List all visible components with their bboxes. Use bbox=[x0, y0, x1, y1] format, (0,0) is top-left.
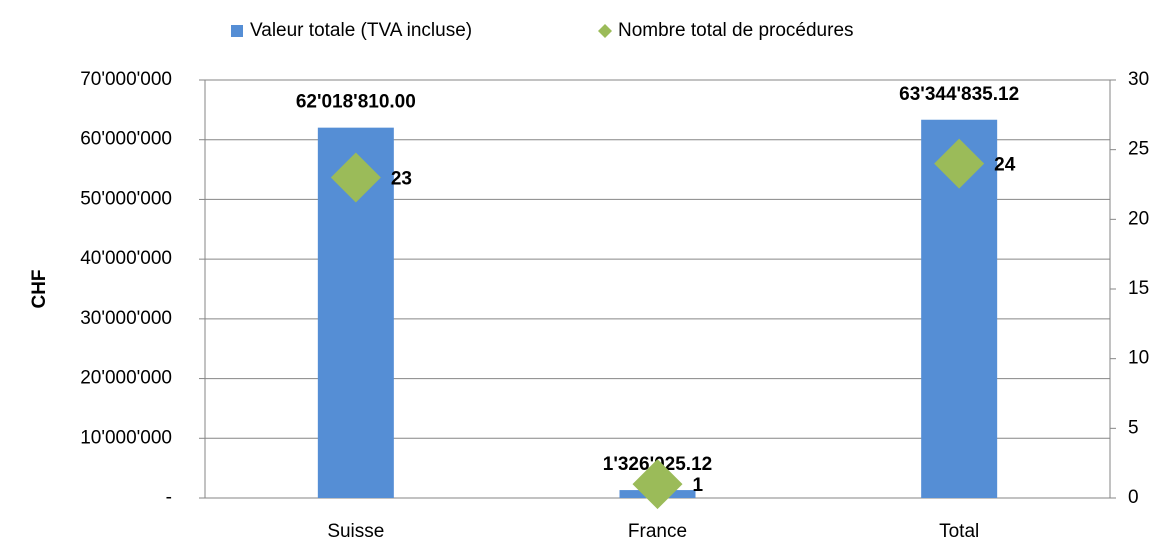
y2-tick-label: 0 bbox=[1128, 487, 1139, 508]
y-tick-label: 70'000'000 bbox=[80, 69, 172, 90]
x-tick-label: Total bbox=[939, 521, 979, 542]
legend-label: Nombre total de procédures bbox=[618, 20, 854, 41]
data-label: 63'344'835.12 bbox=[899, 84, 1019, 105]
x-tick-label: France bbox=[628, 521, 687, 542]
y-tick-label: 20'000'000 bbox=[80, 368, 172, 389]
data-label: 24 bbox=[994, 155, 1016, 176]
point bbox=[330, 152, 381, 203]
x-tick-label: Suisse bbox=[327, 521, 384, 542]
point bbox=[934, 138, 985, 189]
data-label: 1 bbox=[693, 475, 704, 496]
y2-tick-label: 5 bbox=[1128, 417, 1139, 438]
legend-marker bbox=[598, 24, 612, 38]
legend-marker bbox=[231, 25, 243, 37]
data-label: 62'018'810.00 bbox=[296, 92, 416, 113]
data-label: 23 bbox=[391, 169, 412, 190]
y2-tick-label: 25 bbox=[1128, 139, 1149, 160]
y-tick-label: 30'000'000 bbox=[80, 308, 172, 329]
y-tick-label: 10'000'000 bbox=[80, 427, 172, 448]
y2-tick-label: 10 bbox=[1128, 348, 1149, 369]
y-tick-label: 60'000'000 bbox=[80, 129, 172, 150]
y-tick-label: 40'000'000 bbox=[80, 248, 172, 269]
y-axis-label: CHF bbox=[29, 269, 50, 308]
y2-tick-label: 30 bbox=[1128, 69, 1149, 90]
point bbox=[632, 459, 683, 510]
legend-label: Valeur totale (TVA incluse) bbox=[250, 20, 472, 41]
y2-tick-label: 20 bbox=[1128, 208, 1149, 229]
y-tick-label: 50'000'000 bbox=[80, 188, 172, 209]
y-tick-label: - bbox=[166, 487, 172, 508]
y2-tick-label: 15 bbox=[1128, 278, 1149, 299]
